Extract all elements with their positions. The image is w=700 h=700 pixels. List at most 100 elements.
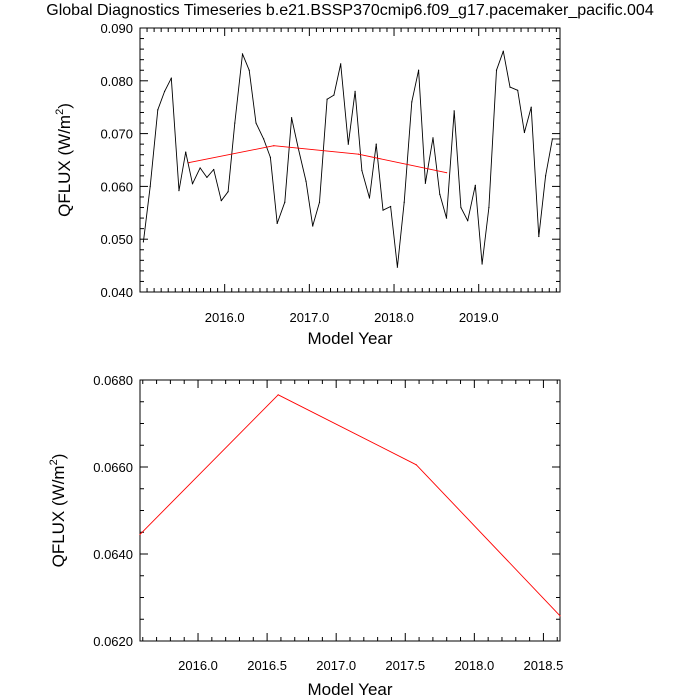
data-point-monthly [495, 69, 498, 71]
y-axis-title-text: QFLUX (W/m [55, 115, 74, 217]
data-point-monthly [305, 180, 307, 182]
data-point-annual [188, 162, 190, 164]
y-tick-label: 0.0680 [93, 373, 133, 388]
data-point-monthly [142, 241, 144, 243]
x-tick-label: 2018.0 [374, 310, 414, 325]
x-tick-label: 2016.0 [178, 658, 218, 673]
x-tick-label: 2018.5 [524, 658, 564, 673]
data-point-monthly [227, 191, 229, 193]
data-point-monthly [191, 183, 194, 185]
data-point-monthly [530, 106, 532, 108]
x-tick-label: 2018.0 [454, 658, 494, 673]
data-point-annual [445, 172, 448, 174]
y-axis-title-text: QFLUX (W/m [49, 465, 68, 567]
data-point-monthly [326, 98, 328, 100]
data-point-monthly [269, 156, 272, 158]
data-point-monthly [396, 266, 399, 268]
data-point-monthly [333, 94, 335, 96]
x-tick-label: 2017.0 [316, 658, 356, 673]
data-point-monthly [481, 263, 483, 265]
data-point-annual [559, 615, 561, 617]
plot-frame [139, 379, 561, 642]
y-axis-title-superscript: 2 [54, 109, 66, 115]
data-point-monthly [403, 201, 405, 203]
y-axis-title: QFLUX (W/m2) [54, 103, 74, 217]
data-point-monthly [347, 143, 349, 145]
figure-title: Global Diagnostics Timeseries b.e21.BSSP… [46, 2, 654, 19]
data-point-monthly [234, 122, 236, 124]
y-tick-label: 0.060 [100, 179, 133, 194]
data-point-monthly [213, 168, 215, 171]
x-tick-label: 2017.0 [289, 310, 329, 325]
y-tick-label: 0.040 [100, 285, 133, 300]
plot-frame [139, 27, 561, 293]
data-point-monthly [318, 201, 321, 203]
y-tick-label: 0.0620 [93, 634, 133, 649]
x-tick-label: 2016.5 [247, 658, 287, 673]
data-point-monthly [417, 69, 420, 71]
data-point-monthly [439, 193, 441, 195]
data-point-monthly [368, 197, 371, 199]
y-axis-title-superscript: 2 [48, 459, 60, 465]
data-point-monthly [290, 117, 293, 119]
data-point-monthly [559, 138, 561, 140]
data-point-annual [415, 464, 417, 466]
data-point-monthly [170, 77, 172, 79]
data-point-monthly [545, 175, 547, 177]
data-point-monthly [163, 90, 166, 92]
data-point-monthly [149, 185, 151, 187]
x-tick-label: 2017.5 [385, 658, 425, 673]
data-point-monthly [453, 110, 455, 112]
data-point-monthly [375, 143, 377, 145]
series-line-annual [189, 145, 447, 174]
y-axis-title-close: ) [55, 103, 74, 109]
data-point-monthly [199, 167, 201, 169]
data-point-monthly [361, 169, 363, 172]
data-point-monthly [432, 137, 434, 139]
data-point-monthly [255, 122, 257, 124]
y-axis-title-close: ) [49, 454, 68, 460]
chart-panel-1: 2016.0 2017.0 2018.0 2019.0 0.040 0.050 0.060 0… [54, 21, 561, 348]
data-point-monthly [178, 190, 180, 192]
data-point-monthly [467, 220, 469, 222]
data-point-monthly [263, 138, 265, 140]
data-point-monthly [390, 205, 392, 208]
y-tick-label: 0.090 [100, 21, 133, 36]
y-tick-label: 0.0660 [93, 460, 133, 475]
data-point-monthly [354, 90, 356, 92]
x-axis-title: Model Year [307, 329, 392, 348]
data-point-monthly [424, 182, 426, 184]
data-point-monthly [312, 225, 314, 227]
data-point-monthly [382, 209, 384, 211]
data-point-monthly [340, 63, 342, 65]
data-point-monthly [276, 222, 278, 224]
data-point-annual [273, 145, 275, 147]
series-line-monthly [142, 50, 560, 268]
data-point-monthly [502, 50, 504, 52]
data-point-annual [277, 394, 279, 396]
data-point-monthly [284, 201, 286, 203]
chart-panel-2: 2016.0 2016.5 2017.0 2017.5 2018.0 2018.5 0.06… [48, 373, 563, 699]
series-line-annual [139, 394, 561, 617]
data-point-monthly [411, 101, 413, 103]
data-point-annual [139, 533, 141, 536]
data-point-monthly [220, 200, 222, 202]
y-tick-label: 0.0640 [93, 547, 133, 562]
y-tick-label: 0.050 [100, 232, 133, 247]
data-point-monthly [538, 235, 540, 238]
data-point-monthly [509, 86, 511, 88]
data-point-monthly [474, 184, 476, 186]
data-point-monthly [445, 217, 448, 219]
data-point-monthly [460, 206, 462, 209]
x-axis-title: Model Year [307, 680, 392, 699]
data-point-monthly [157, 109, 159, 111]
data-point-monthly [551, 138, 553, 140]
data-point-monthly [517, 89, 519, 91]
data-point-monthly [488, 206, 490, 209]
data-point-monthly [206, 176, 208, 179]
x-tick-label: 2019.0 [459, 310, 499, 325]
data-point-monthly [523, 131, 526, 134]
x-tick-label: 2016.0 [205, 310, 245, 325]
y-tick-label: 0.080 [100, 74, 133, 89]
